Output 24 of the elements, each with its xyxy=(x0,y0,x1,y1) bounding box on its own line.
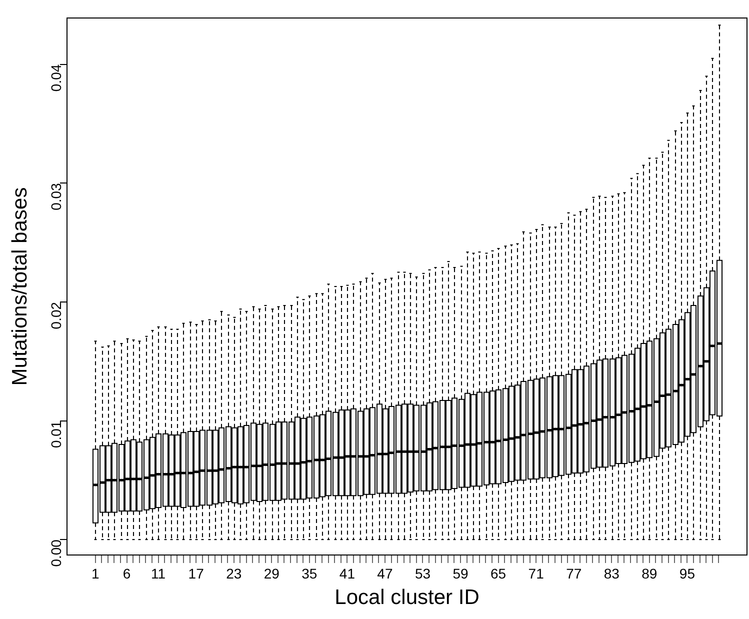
x-tick-label: 59 xyxy=(452,565,469,582)
x-tick-label: 17 xyxy=(188,565,204,582)
x-tick-label: 35 xyxy=(302,565,318,582)
y-tick-label: 0.04 xyxy=(48,64,64,92)
y-tick-label: 0.03 xyxy=(48,182,64,210)
x-tick-label: 23 xyxy=(226,565,242,582)
y-tick-label: 0.02 xyxy=(48,302,64,330)
x-tick-label: 89 xyxy=(642,565,658,582)
x-tick-label: 1 xyxy=(91,565,100,582)
x-tick-label: 95 xyxy=(679,565,696,582)
x-tick-label: 77 xyxy=(566,565,582,582)
y-tick-label: 0.00 xyxy=(48,539,64,567)
x-tick-label: 53 xyxy=(414,565,431,582)
x-tick-label: 47 xyxy=(377,565,393,582)
x-tick-label: 11 xyxy=(151,565,166,582)
x-tick-label: 71 xyxy=(528,565,544,582)
x-tick-label: 41 xyxy=(339,565,356,582)
x-tick-label: 6 xyxy=(122,565,131,582)
y-axis-title: Mutations/total bases xyxy=(8,187,32,386)
y-tick-label: 0.01 xyxy=(48,420,64,448)
x-tick-label: 29 xyxy=(264,565,280,582)
x-tick-label: 65 xyxy=(490,565,506,582)
x-tick-label: 83 xyxy=(604,565,620,582)
x-axis-title: Local cluster ID xyxy=(334,586,480,610)
